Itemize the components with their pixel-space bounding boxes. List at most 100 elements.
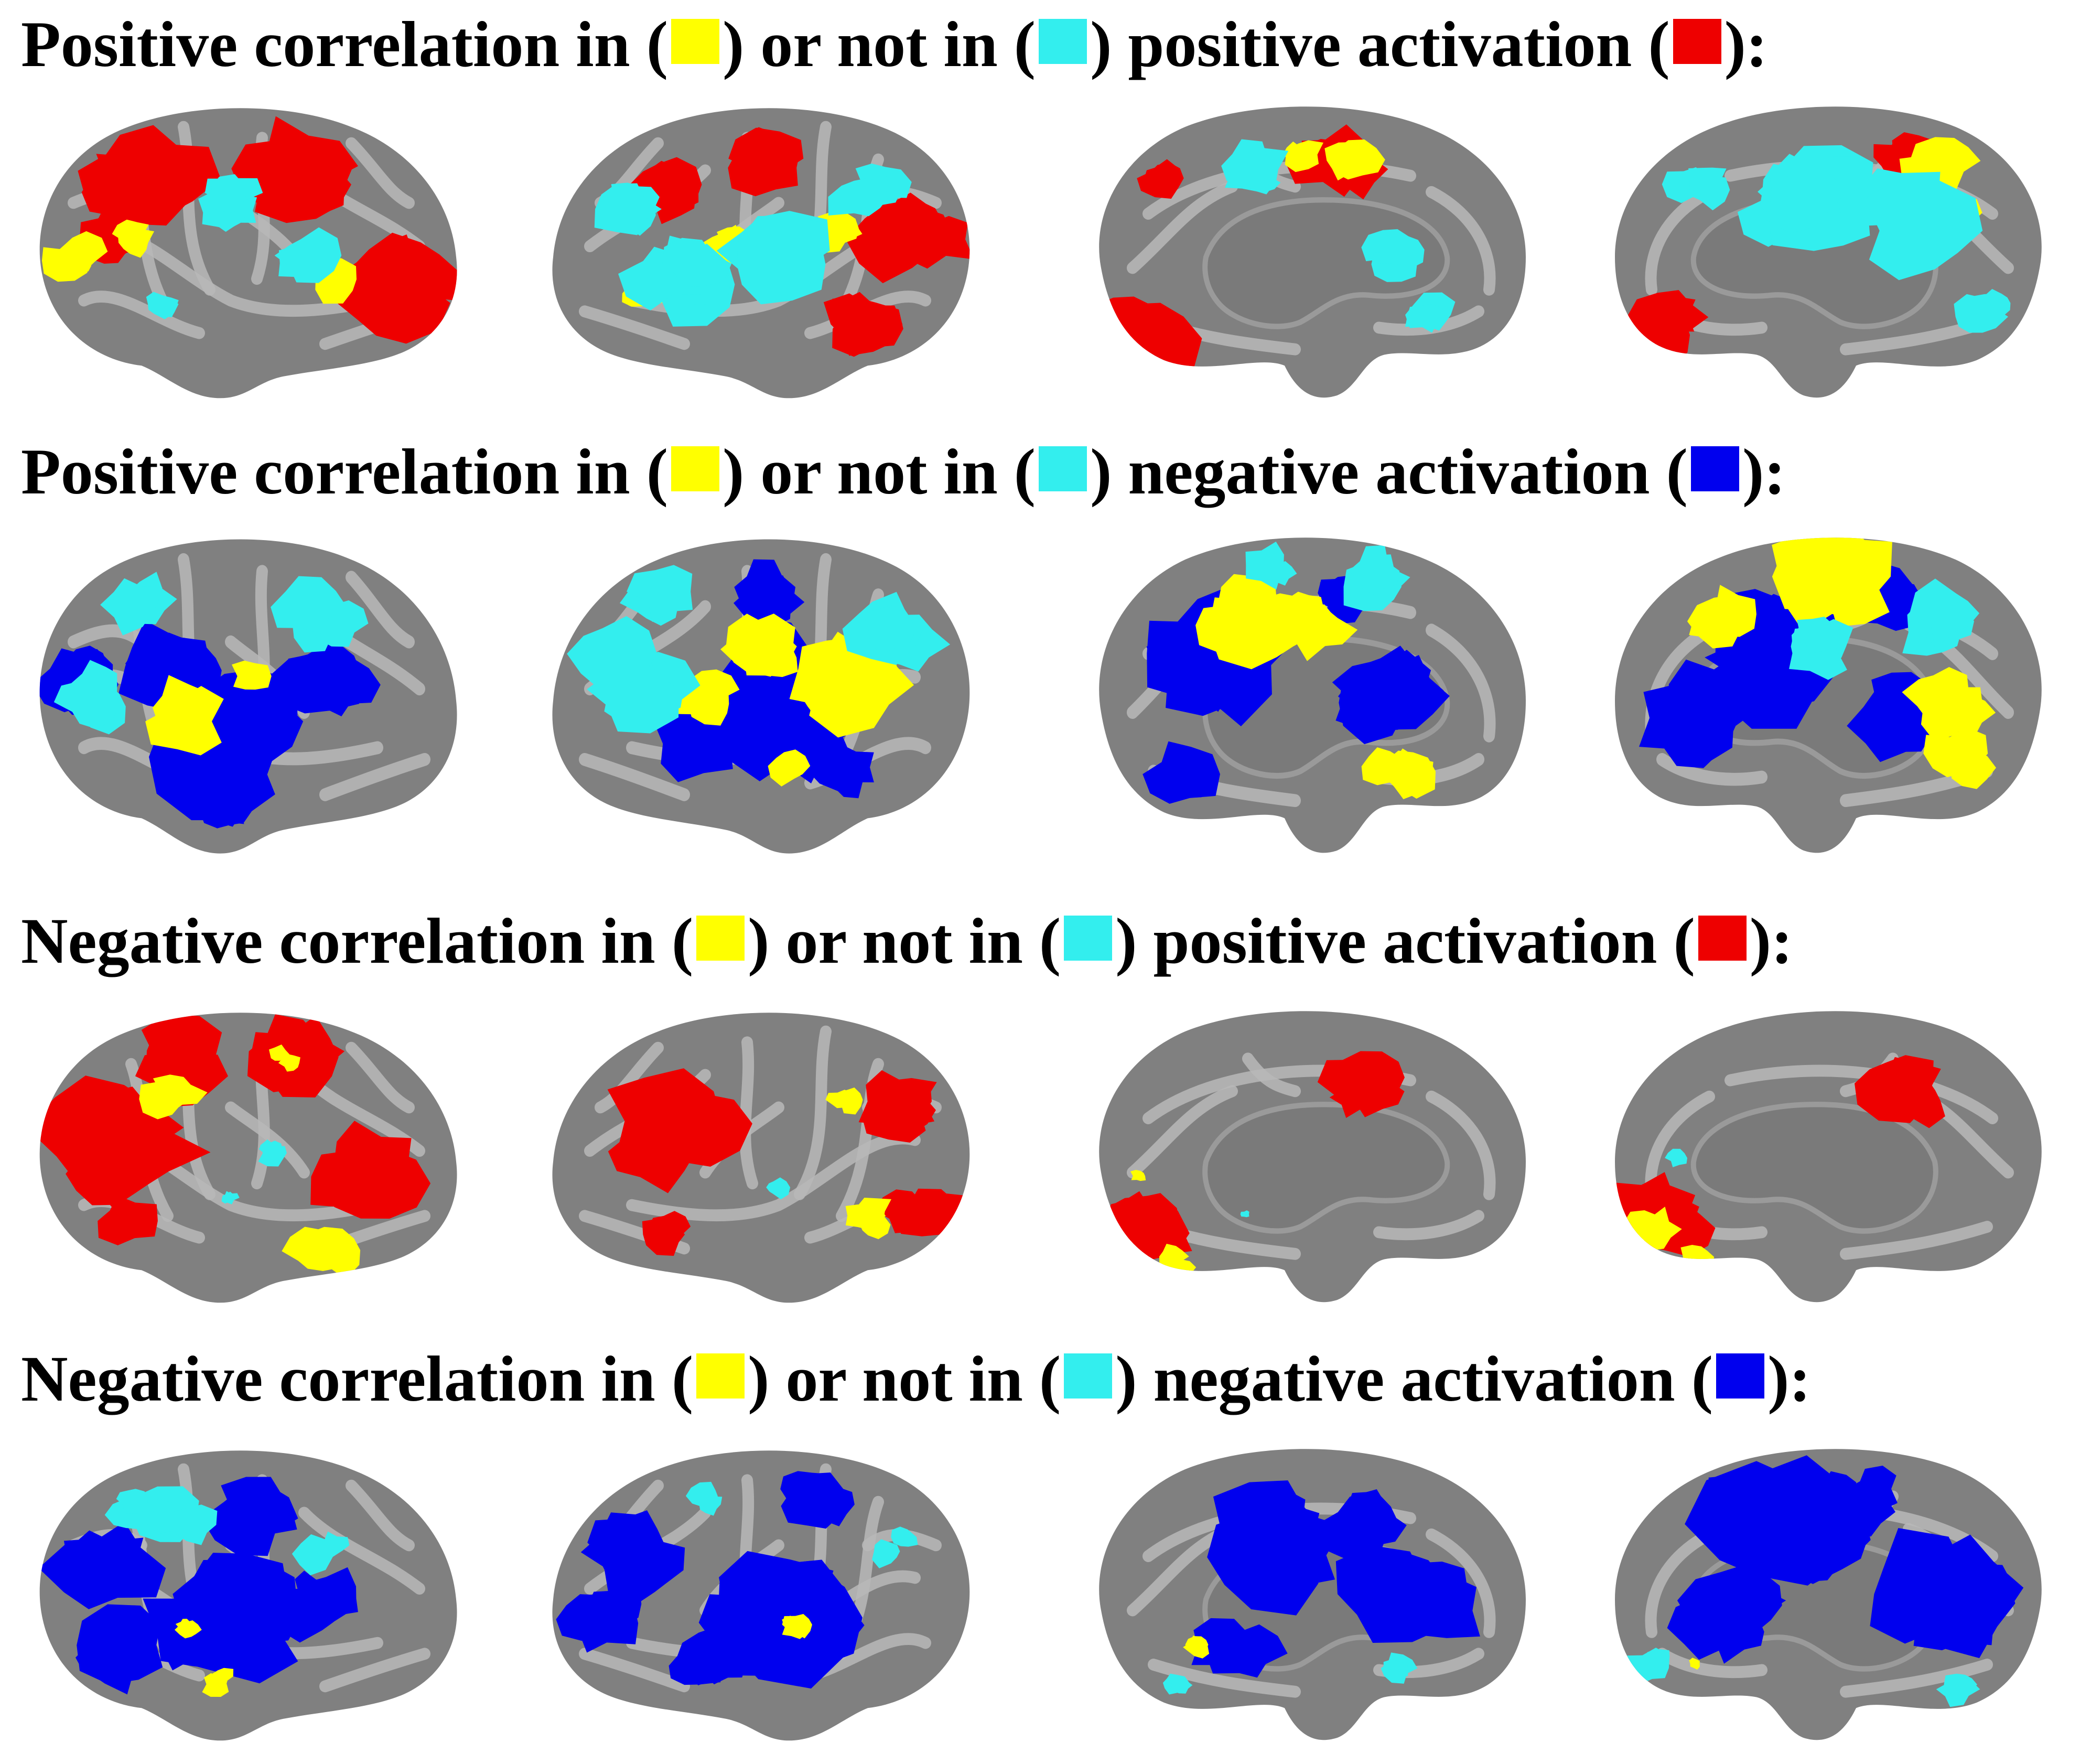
sulcus — [1426, 1090, 1496, 1200]
brain-row-1 — [0, 94, 2080, 420]
activation-patch — [685, 1481, 719, 1507]
cyan-swatch — [1039, 19, 1087, 64]
brain-right-medial — [1594, 1437, 2066, 1751]
activation-patch — [301, 1567, 358, 1627]
activation-patch — [684, 669, 740, 715]
activation-patch — [891, 1526, 918, 1547]
activation-patch — [271, 576, 347, 634]
sulcus — [346, 571, 415, 649]
brain-right-medial — [1594, 524, 2066, 865]
activation-patch — [1689, 600, 1736, 638]
brain-left-medial — [1075, 94, 1547, 409]
activation-patch — [834, 760, 866, 799]
activation-patch — [125, 636, 210, 695]
activation-patch — [1910, 578, 1980, 649]
brain-right-medial — [1594, 94, 2066, 409]
brain-right-medial — [1594, 999, 2066, 1314]
sulcus — [346, 137, 415, 209]
activation-patch — [146, 1036, 196, 1070]
medial-wall — [1690, 1102, 1938, 1234]
activation-patch — [177, 1563, 304, 1670]
activation-patch — [1888, 1534, 2024, 1644]
cortical-surface — [1615, 106, 2042, 398]
activation-patch — [643, 174, 696, 224]
sulcus — [68, 624, 147, 649]
heading-text: negative activation ( — [1153, 1343, 1713, 1415]
brain-right-lateral — [527, 1437, 999, 1751]
heading-text: ) — [1090, 8, 1128, 80]
activation-patch — [588, 1589, 642, 1627]
activation-patch — [313, 1531, 350, 1561]
activation-patch — [740, 127, 795, 178]
activation-patch — [737, 215, 826, 305]
activation-patch — [53, 681, 122, 730]
yellow-swatch — [671, 19, 720, 64]
activation-patch — [1324, 142, 1363, 181]
activation-patch — [627, 565, 693, 622]
activation-patch — [152, 295, 179, 318]
activation-patch — [594, 183, 662, 235]
sulcus — [1426, 1528, 1496, 1638]
activation-patch — [1361, 747, 1406, 786]
yellow-swatch — [696, 1353, 745, 1399]
brain-left-medial — [1075, 999, 1547, 1314]
activation-patch — [1936, 1676, 1980, 1707]
activation-patch — [1650, 705, 1725, 768]
activation-patch — [608, 1116, 696, 1193]
brain-row-2 — [0, 524, 2080, 881]
brain-right-lateral — [527, 94, 999, 409]
activation-patch — [238, 666, 264, 687]
activation-patch — [1632, 1207, 1682, 1251]
brain-left-lateral — [10, 94, 482, 409]
activation-patch — [112, 219, 149, 245]
sulcus — [794, 1025, 832, 1200]
sulcus — [1656, 752, 1768, 786]
activation-patch — [1954, 294, 2008, 333]
activation-patch — [153, 689, 213, 740]
sulcus — [225, 1101, 310, 1179]
activation-patch — [1314, 1489, 1400, 1563]
brain-left-lateral — [10, 524, 482, 865]
activation-patch — [1130, 1169, 1146, 1181]
sulcus — [626, 1132, 921, 1222]
sulcus — [1148, 1659, 1301, 1698]
cortical-surface — [39, 1013, 457, 1303]
activation-patch — [720, 614, 795, 677]
activation-patch — [221, 1191, 234, 1204]
cortical-surface — [1099, 537, 1526, 853]
sulcus — [1840, 1659, 1993, 1698]
activation-patch — [1143, 741, 1220, 804]
sulcus — [319, 1648, 430, 1693]
activation-patch — [73, 1112, 211, 1208]
activation-patch — [202, 1673, 229, 1697]
activation-patch — [1349, 545, 1400, 592]
heading-text: Negative correlation in ( — [21, 1343, 694, 1415]
activation-patch — [1338, 650, 1431, 733]
activation-patch — [1144, 159, 1178, 196]
heading-text: ): — [1724, 8, 1768, 80]
heading-text: positive activation ( — [1153, 905, 1695, 977]
cortical-surface — [1615, 1449, 2042, 1740]
activation-patch — [848, 1198, 891, 1228]
brain-left-medial — [1075, 524, 1547, 865]
heading-text: ) — [1115, 905, 1154, 977]
activation-patch — [1846, 1466, 1898, 1511]
row-2-heading: Positive correlation in ( ) or not in ( … — [21, 427, 1786, 517]
activation-patch — [116, 1489, 148, 1514]
activation-patch — [1221, 139, 1279, 193]
cortical-surface — [1099, 1449, 1526, 1740]
activation-patch — [767, 1180, 786, 1197]
cortical-surface — [552, 539, 970, 854]
activation-patch — [782, 1616, 811, 1639]
sulcus — [1373, 1210, 1484, 1241]
activation-patch — [1377, 234, 1425, 270]
activation-patch — [1405, 304, 1450, 333]
activation-patch — [100, 578, 163, 636]
cortical-surface — [552, 1013, 970, 1303]
sulcus — [1127, 1085, 1238, 1179]
activation-patch — [1660, 1208, 1707, 1249]
cortical-surface — [1099, 106, 1526, 398]
activation-patch — [1797, 616, 1845, 654]
activation-patch — [616, 1531, 668, 1585]
activation-patch — [199, 789, 253, 829]
